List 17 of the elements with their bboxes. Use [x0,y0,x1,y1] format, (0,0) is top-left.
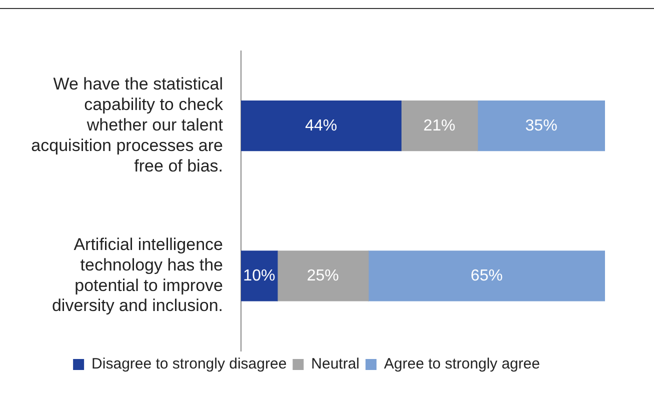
data-label: 10% [243,267,276,284]
bar [241,250,278,302]
bar [277,250,369,302]
bar [477,100,605,152]
legend-label: Agree to strongly agree [384,356,540,373]
legend-label: Disagree to strongly disagree [92,356,287,373]
bar [400,100,478,152]
legend-label: Neutral [311,356,360,373]
y-tick-label: We have the statistical capability to check whether our talent acquisition processes are free of bias. [31,74,224,176]
data-label: 21% [423,117,456,134]
y-tick-label: Artificial intelligence technology has the potential to improve diversity and inclusion. [52,235,223,316]
bar [241,100,402,152]
data-label: 35% [525,117,558,134]
data-label: 25% [306,267,339,284]
data-label: 65% [470,267,503,284]
bar [368,250,605,302]
data-label: 44% [305,117,338,134]
